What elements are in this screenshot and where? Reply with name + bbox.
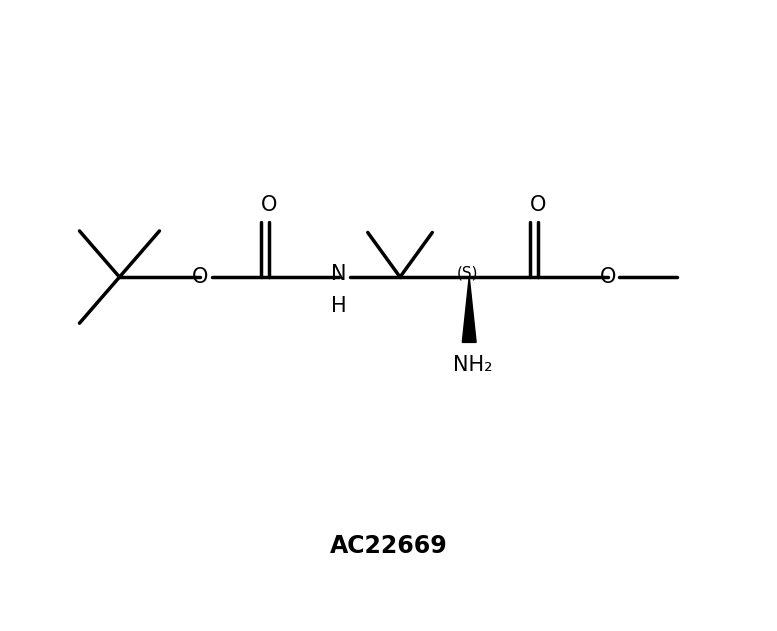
Text: O: O: [261, 195, 277, 215]
Text: O: O: [192, 267, 208, 287]
Text: (S): (S): [457, 266, 479, 281]
Text: H: H: [331, 297, 347, 316]
Text: O: O: [530, 195, 546, 215]
Polygon shape: [462, 277, 476, 343]
Text: O: O: [599, 267, 615, 287]
Text: NH₂: NH₂: [453, 355, 493, 375]
Text: N: N: [331, 264, 347, 284]
Text: AC22669: AC22669: [329, 534, 448, 558]
